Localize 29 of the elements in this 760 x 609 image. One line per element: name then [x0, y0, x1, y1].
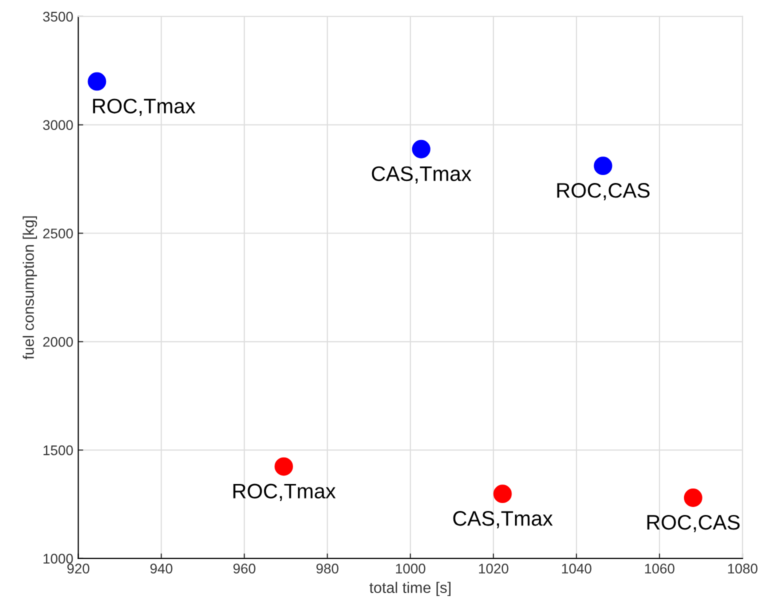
y-tick-label: 3000	[43, 120, 73, 130]
point	[493, 484, 512, 504]
point	[274, 457, 293, 476]
point	[412, 140, 430, 158]
x-axis-title: total time [s]	[369, 582, 450, 596]
x-tick-label: 1040	[562, 564, 592, 574]
y-tick-label: 3500	[43, 12, 73, 22]
annotation: ROC,Tmax	[233, 484, 336, 501]
annotation: ROC,Tmax	[93, 98, 196, 116]
point	[88, 72, 106, 91]
x-tick-label: 940	[150, 564, 172, 574]
x-tick-label: 980	[316, 564, 338, 574]
point	[594, 156, 612, 176]
y-tick-label: 1500	[44, 445, 73, 456]
point	[684, 488, 702, 507]
y-tick-label: 1000	[44, 554, 73, 564]
x-tick-label: 960	[233, 564, 256, 574]
x-tick-label: 1060	[645, 564, 674, 574]
annotation: CAS,Tmax	[453, 511, 553, 528]
annotation: CAS,Tmax	[372, 166, 472, 184]
x-tick-label: 920	[67, 564, 90, 574]
x-tick-label: 1000	[396, 564, 426, 574]
annotation: ROC,CAS	[647, 514, 740, 532]
y-tick-label: 2000	[43, 336, 73, 347]
x-tick-label: 1020	[479, 564, 508, 574]
x-tick-label: 1080	[728, 564, 758, 574]
y-tick-label: 2500	[43, 228, 73, 238]
y-axis-title: fuel consumption [kg]	[22, 216, 37, 360]
annotation: ROC,CAS	[557, 183, 650, 200]
